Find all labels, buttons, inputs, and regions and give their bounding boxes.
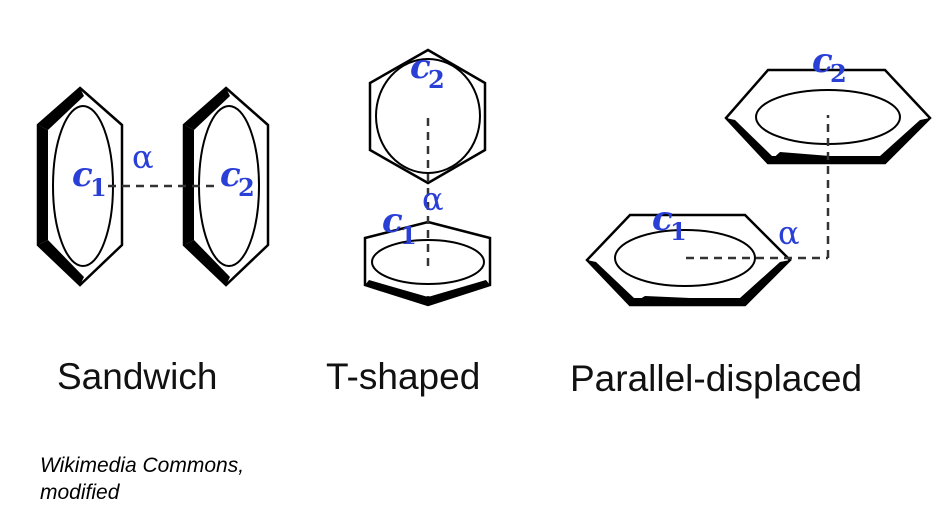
sandwich-ring-1 bbox=[36, 86, 124, 287]
sandwich-ring-2 bbox=[182, 86, 270, 287]
sandwich-configuration: c 1 c 2 α bbox=[36, 86, 270, 287]
parallel-displaced-caption: Parallel-displaced bbox=[570, 358, 863, 399]
parallel-displaced-configuration: c 2 c 1 α bbox=[585, 41, 932, 307]
t-shaped-c2-subscript: 2 bbox=[428, 65, 445, 94]
image-credit: Wikimedia Commons, modified bbox=[40, 452, 244, 506]
t-shaped-alpha-label: α bbox=[422, 180, 444, 218]
sandwich-c2-label: c bbox=[220, 155, 241, 195]
credit-line-2: modified bbox=[40, 481, 120, 504]
parallel-displaced-c2-label: c bbox=[812, 41, 833, 81]
t-shaped-c1-subscript: 1 bbox=[400, 221, 417, 250]
t-shaped-c1-label: c bbox=[382, 201, 403, 241]
t-shaped-caption: T-shaped bbox=[326, 356, 481, 397]
sandwich-c1-label: c bbox=[72, 155, 93, 195]
parallel-displaced-alpha-label: α bbox=[778, 214, 800, 252]
t-shaped-ring-top bbox=[368, 48, 487, 185]
sandwich-alpha-label: α bbox=[132, 138, 154, 176]
sandwich-caption: Sandwich bbox=[57, 356, 218, 397]
t-shaped-c2-label: c bbox=[410, 47, 431, 87]
sandwich-c1-subscript: 1 bbox=[90, 173, 107, 202]
credit-line-1: Wikimedia Commons, bbox=[40, 454, 245, 477]
parallel-displaced-c1-label: c bbox=[652, 199, 673, 239]
sandwich-c2-subscript: 2 bbox=[238, 173, 255, 202]
parallel-displaced-c1-subscript: 1 bbox=[670, 217, 687, 246]
parallel-displaced-c2-subscript: 2 bbox=[830, 59, 847, 88]
parallel-displaced-ring-bottom bbox=[585, 213, 792, 307]
t-shaped-configuration: c 2 c 1 α bbox=[363, 47, 492, 307]
